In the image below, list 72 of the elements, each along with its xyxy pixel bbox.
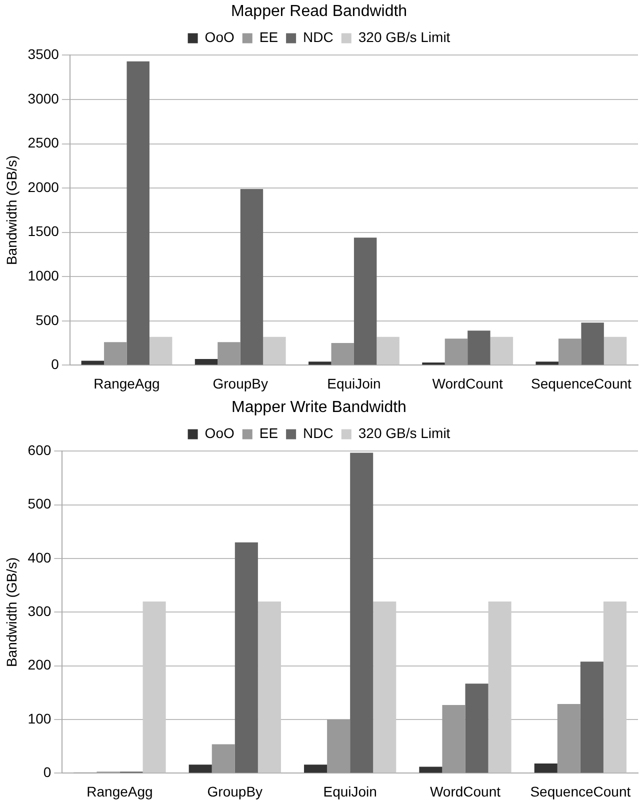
bar [218, 342, 240, 365]
bar [234, 542, 258, 773]
bar [534, 764, 558, 773]
legend-label: EE [259, 29, 278, 46]
bar [373, 601, 396, 773]
y-tick-label: 0 [43, 764, 52, 780]
bar [444, 338, 468, 365]
bar [327, 720, 350, 773]
bar [194, 359, 218, 365]
legend-label: OoO [204, 425, 234, 442]
chart-title: Mapper Read Bandwidth [230, 3, 408, 20]
y-tick-label: 500 [28, 496, 52, 512]
bar [126, 61, 150, 365]
x-tick-label: SequenceCount [530, 783, 631, 800]
y-tick-label: 2500 [28, 134, 60, 151]
legend-label: 320 GB/s Limit [358, 29, 450, 46]
bar [558, 338, 582, 365]
y-tick-label: 500 [36, 312, 60, 328]
bar [490, 336, 514, 365]
y-tick-label: 1000 [28, 267, 60, 284]
x-tick-label: EquiJoin [327, 375, 381, 392]
bar [580, 662, 604, 773]
bar [442, 705, 466, 773]
legend-label: EE [259, 425, 278, 442]
bar [331, 343, 354, 365]
y-axis-title: Bandwidth (GB/s) [3, 155, 20, 266]
bar [304, 764, 328, 773]
x-tick-label: GroupBy [207, 783, 263, 800]
x-tick-label: GroupBy [212, 375, 268, 392]
bar [240, 188, 264, 365]
legend-label: OoO [204, 29, 234, 46]
bar [488, 601, 512, 773]
x-tick-label: WordCount [432, 375, 503, 392]
y-tick-label: 200 [28, 656, 52, 673]
y-tick-label: 1500 [28, 223, 60, 240]
x-tick-label: WordCount [430, 783, 501, 800]
bar [308, 362, 332, 365]
bar [557, 704, 580, 773]
bar [603, 601, 626, 773]
legend-label: 320 GB/s Limit [358, 425, 450, 442]
bar [536, 362, 558, 365]
x-tick-label: SequenceCount [530, 375, 632, 392]
x-tick-label: RangeAgg [86, 783, 153, 800]
x-tick-label: EquiJoin [323, 783, 377, 800]
y-tick-label: 400 [28, 549, 52, 566]
bar [376, 336, 400, 365]
y-tick-label: 0 [51, 356, 60, 372]
bar [258, 601, 281, 773]
bar [604, 336, 627, 365]
bar [419, 766, 442, 773]
y-tick-label: 3500 [28, 46, 60, 62]
y-tick-label: 300 [28, 603, 52, 620]
bar [581, 322, 604, 365]
bar [188, 764, 212, 773]
bar [468, 330, 490, 365]
legend-label: NDC [303, 425, 334, 442]
bar [465, 684, 488, 773]
bar [104, 342, 127, 365]
y-tick-label: 2000 [28, 178, 60, 195]
legend-label: NDC [303, 29, 334, 46]
bar [212, 744, 235, 773]
y-tick-label: 100 [28, 710, 52, 726]
x-tick-label: RangeAgg [94, 375, 160, 392]
chart-title: Mapper Write Bandwidth [232, 399, 406, 416]
bar [142, 601, 166, 773]
y-axis-title: Bandwidth (GB/s) [3, 557, 20, 668]
y-tick-label: 3000 [28, 90, 60, 106]
bar [263, 336, 286, 365]
y-tick-label: 600 [28, 442, 52, 458]
bar [354, 238, 377, 365]
bar [350, 452, 374, 773]
bar [149, 336, 172, 365]
